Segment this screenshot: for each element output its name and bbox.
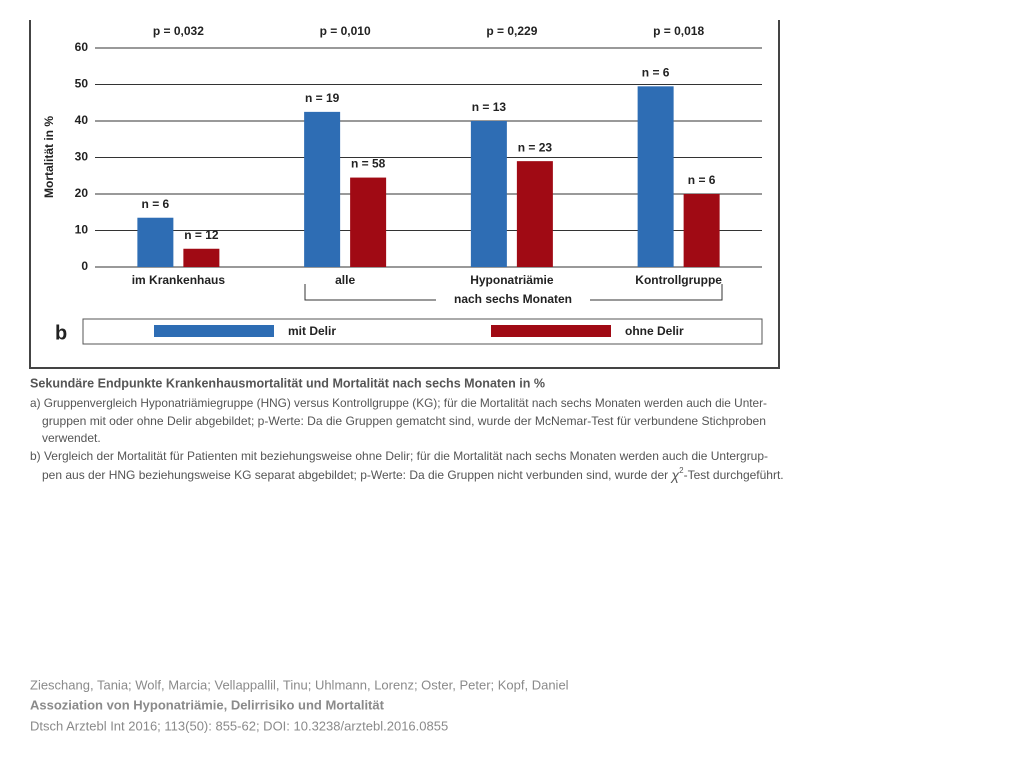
n-label: n = 6	[642, 65, 670, 79]
x-tick-label: im Krankenhaus	[132, 273, 226, 287]
y-tick-label: 30	[75, 150, 89, 164]
caption-line: a) Gruppenvergleich Hyponatriämiegruppe …	[30, 396, 767, 410]
chi-sup: 2	[679, 466, 684, 475]
n-label: n = 23	[518, 140, 553, 154]
legend-swatch	[491, 325, 611, 337]
group-label: nach sechs Monaten	[454, 292, 572, 306]
y-tick-label: 20	[75, 186, 89, 200]
caption-text: -Test durchgeführt.	[684, 468, 784, 482]
bar	[137, 217, 174, 267]
p-value: p = 0,032	[153, 24, 204, 38]
x-tick-label: Kontrollgruppe	[635, 273, 722, 287]
group-bracket	[304, 284, 723, 301]
x-tick-label: alle	[335, 273, 355, 287]
p-value: p = 0,018	[653, 24, 704, 38]
n-label: n = 13	[472, 100, 507, 114]
bar	[350, 177, 387, 267]
y-tick-label: 60	[75, 40, 89, 54]
citation-authors: Zieschang, Tania; Wolf, Marcia; Vellappa…	[30, 677, 569, 692]
n-label: n = 12	[184, 228, 219, 242]
bar	[637, 86, 674, 267]
n-label: n = 6	[142, 197, 170, 211]
citation-title: Assoziation von Hyponatriämie, Delirrisi…	[30, 697, 385, 712]
n-label: n = 19	[305, 91, 340, 105]
p-value: p = 0,010	[320, 24, 371, 38]
panel-label: b	[55, 322, 67, 344]
citation-source: Dtsch Arztebl Int 2016; 113(50): 855-62;…	[30, 718, 448, 733]
y-tick-label: 10	[75, 223, 89, 237]
caption-title: Sekundäre Endpunkte Krankenhausmortalitä…	[30, 376, 545, 390]
y-tick-label: 40	[75, 113, 89, 127]
caption-line: pen aus der HNG beziehungsweise KG separ…	[42, 466, 784, 483]
legend-box	[82, 318, 763, 345]
caption-text: pen aus der HNG beziehungsweise KG separ…	[42, 468, 671, 482]
legend-label: mit Delir	[288, 324, 336, 338]
caption-line: b) Vergleich der Mortalität für Patiente…	[30, 449, 768, 463]
bar	[516, 161, 553, 267]
legend-swatch	[154, 325, 274, 337]
p-value: p = 0,229	[486, 24, 537, 38]
n-label: n = 58	[351, 157, 386, 171]
y-axis-title: Mortalität in %	[42, 116, 56, 198]
bar	[470, 121, 507, 267]
x-tick-label: Hyponatriämie	[470, 273, 554, 287]
y-tick-label: 50	[75, 77, 89, 91]
bar	[304, 111, 341, 267]
caption-line: verwendet.	[42, 431, 101, 445]
chi-symbol: χ	[669, 467, 679, 483]
bar	[683, 194, 720, 267]
n-label: n = 6	[688, 173, 716, 187]
y-tick-label: 0	[81, 259, 88, 273]
bar	[183, 248, 220, 267]
caption-line: gruppen mit oder ohne Delir abgebildet; …	[42, 414, 766, 428]
legend-label: ohne Delir	[625, 324, 684, 338]
